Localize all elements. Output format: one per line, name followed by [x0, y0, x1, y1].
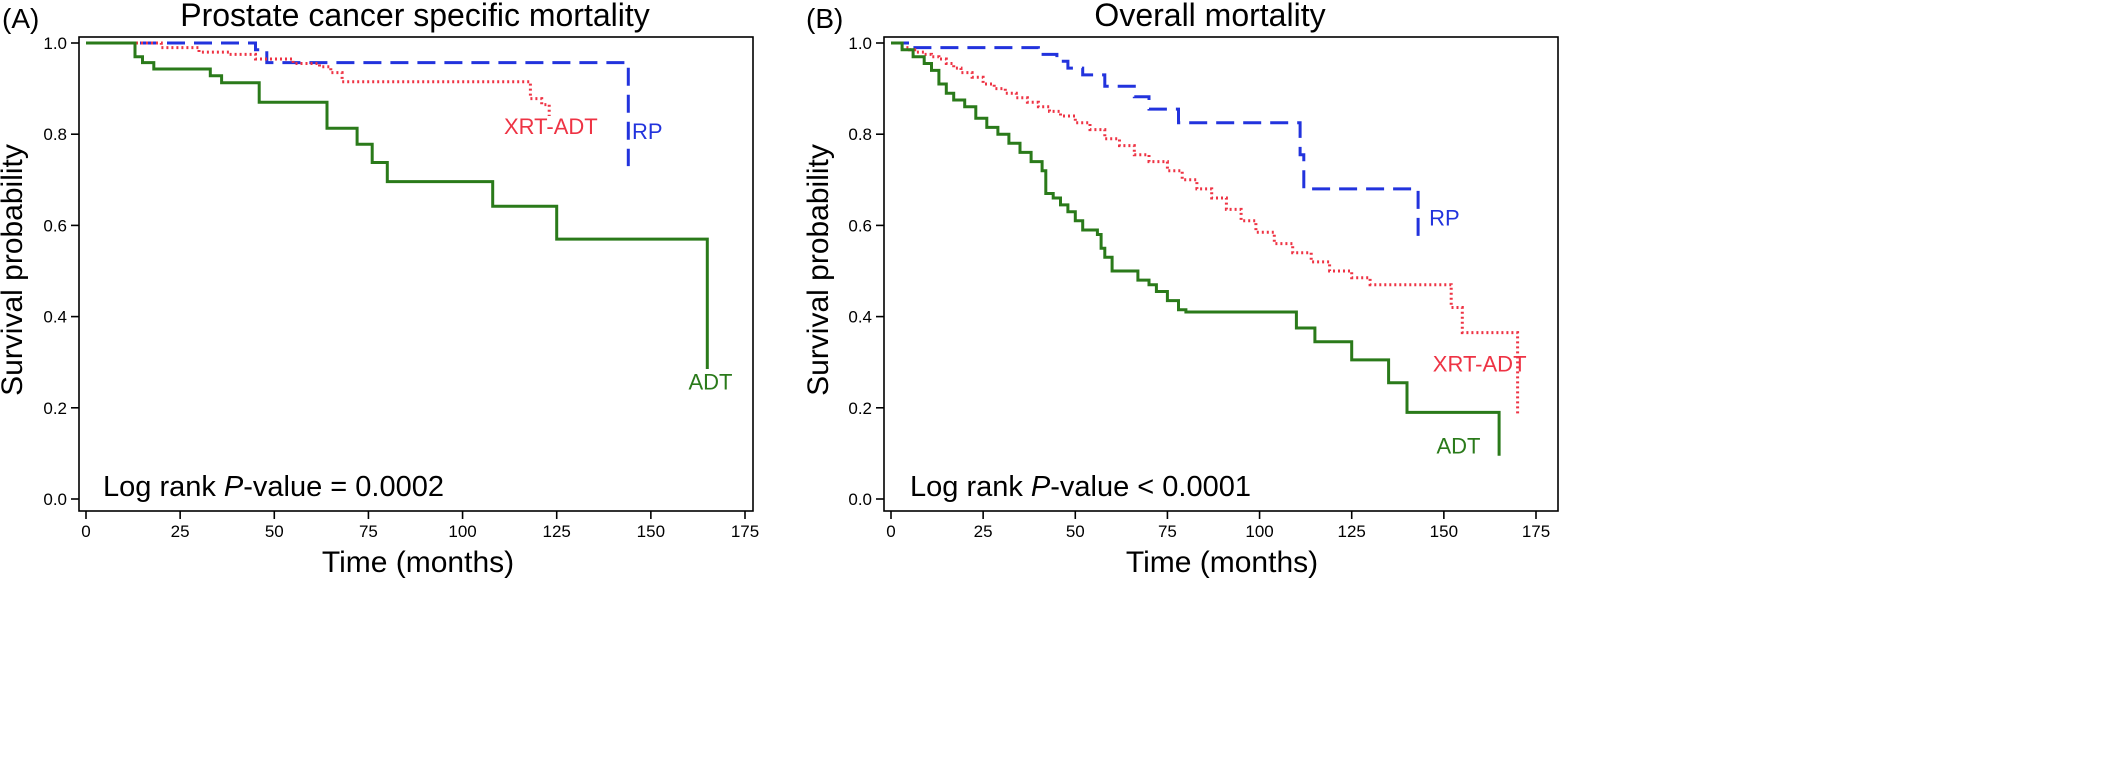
x-tick-label: 150	[1430, 522, 1458, 541]
panel-a-x-axis-title: Time (months)	[322, 546, 514, 579]
y-tick-label: 0.4	[43, 308, 67, 327]
curve-xrt-adt	[891, 41, 1520, 415]
panel-a-logrank-annotation: Log rank P-value = 0.0002	[103, 471, 444, 503]
panel-b: (B) Overall mortality 0 25 50 75 100 125 150 17…	[802, 0, 1559, 579]
panel-a: (A) Prostate cancer specific mortality 0…	[0, 0, 759, 579]
panel-b-title: Overall mortality	[1094, 0, 1325, 33]
curve-adt	[86, 41, 709, 369]
x-tick-label: 50	[1066, 522, 1085, 541]
panel-b-plot-frame	[883, 36, 1559, 512]
y-tick-label: 0.6	[43, 216, 67, 235]
panel-b-y-axis-title: Survival probability	[802, 144, 835, 396]
y-tick-label: 0.0	[43, 490, 67, 509]
x-tick-label: 50	[265, 522, 284, 541]
series-label-rp: RP	[632, 119, 663, 144]
panel-b-series-labels: RP XRT-ADT ADT	[1429, 205, 1526, 458]
y-tick-label: 0.8	[848, 125, 872, 144]
series-label-rp: RP	[1429, 205, 1460, 230]
series-label-xrt-adt: XRT-ADT	[1433, 351, 1527, 376]
panel-b-y-axis: 0.0 0.2 0.4 0.6 0.8 1.0	[848, 34, 884, 509]
curve-rp	[86, 41, 630, 167]
y-tick-label: 0.0	[848, 490, 872, 509]
panel-a-plot-frame	[78, 36, 754, 512]
y-tick-label: 1.0	[43, 34, 67, 53]
panel-a-x-axis: 0 25 50 75 100 125 150 175	[81, 511, 759, 541]
y-tick-label: 0.8	[43, 125, 67, 144]
panel-b-curves	[891, 41, 1520, 456]
series-label-xrt-adt: XRT-ADT	[504, 114, 598, 139]
y-tick-label: 0.2	[848, 399, 872, 418]
panel-a-title: Prostate cancer specific mortality	[180, 0, 650, 33]
panel-a-tag: (A)	[2, 3, 39, 34]
x-tick-label: 75	[1158, 522, 1177, 541]
x-tick-label: 175	[731, 522, 759, 541]
x-tick-label: 125	[1338, 522, 1366, 541]
curve-rp	[891, 41, 1420, 242]
x-tick-label: 100	[1245, 522, 1273, 541]
x-tick-label: 125	[543, 522, 571, 541]
series-label-adt: ADT	[1436, 433, 1480, 458]
panel-b-tag: (B)	[806, 3, 843, 34]
series-label-adt: ADT	[689, 370, 733, 395]
x-tick-label: 25	[171, 522, 190, 541]
panel-b-logrank-annotation: Log rank P-value < 0.0001	[910, 471, 1251, 503]
x-tick-label: 0	[886, 522, 895, 541]
panel-a-series-labels: RP XRT-ADT ADT	[504, 114, 733, 394]
panel-b-x-axis-title: Time (months)	[1126, 546, 1318, 579]
curve-xrt-adt	[86, 41, 551, 116]
x-tick-label: 0	[81, 522, 90, 541]
panel-a-curves	[86, 41, 709, 369]
y-tick-label: 0.2	[43, 399, 67, 418]
x-tick-label: 25	[974, 522, 993, 541]
x-tick-label: 150	[637, 522, 665, 541]
curve-adt	[891, 41, 1501, 456]
x-tick-label: 100	[448, 522, 476, 541]
x-tick-label: 175	[1522, 522, 1550, 541]
y-tick-label: 0.4	[848, 308, 872, 327]
panel-a-y-axis: 0.0 0.2 0.4 0.6 0.8 1.0	[43, 34, 79, 509]
y-tick-label: 0.6	[848, 216, 872, 235]
y-tick-label: 1.0	[848, 34, 872, 53]
x-tick-label: 75	[359, 522, 378, 541]
panel-a-y-axis-title: Survival probability	[0, 144, 29, 396]
panel-b-x-axis: 0 25 50 75 100 125 150 175	[886, 511, 1550, 541]
